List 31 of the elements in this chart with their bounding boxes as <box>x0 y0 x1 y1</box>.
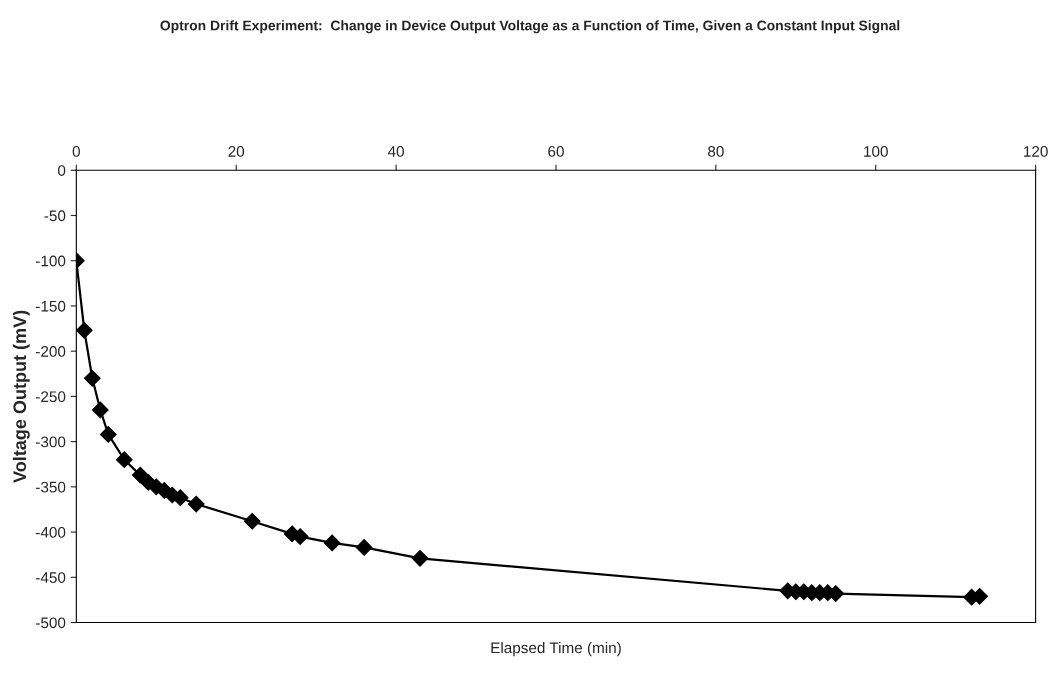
point <box>187 495 205 513</box>
chart-title: Optron Drift Experiment: Change in Device Output Voltage as a Function of Time, Given a Constant Input Signal <box>160 20 900 34</box>
y-tick-label: -200 <box>36 346 66 357</box>
y-tick-label: -400 <box>36 526 66 538</box>
point <box>99 426 117 443</box>
point <box>243 512 261 530</box>
point <box>355 539 373 556</box>
point <box>115 451 133 469</box>
point <box>83 369 101 387</box>
x-tick-label: 20 <box>228 146 245 157</box>
point <box>411 549 429 567</box>
x-tick-label: 120 <box>1024 146 1048 157</box>
y-tick-label: -50 <box>44 210 66 222</box>
y-axis-title: Voltage Output (mV) <box>12 310 30 483</box>
y-tick-label: 0 <box>58 165 66 176</box>
x-tick-label: 100 <box>864 146 888 157</box>
y-tick-label: -250 <box>36 391 66 403</box>
y-tick-label: -350 <box>36 481 66 493</box>
x-tick-label: 60 <box>548 146 564 157</box>
y-tick-label: -450 <box>36 572 66 583</box>
x-axis-title: Elapsed Time (min) <box>491 641 621 657</box>
y-tick-label: -500 <box>36 617 66 629</box>
y-tick-label: -150 <box>36 300 66 312</box>
x-tick-label: 0 <box>72 146 80 157</box>
y-tick-label: -100 <box>36 255 66 267</box>
point <box>76 321 93 339</box>
x-tick-label: 40 <box>387 146 404 157</box>
y-tick-label: -300 <box>36 436 66 448</box>
point <box>91 401 109 419</box>
point <box>323 534 341 552</box>
x-tick-label: 80 <box>708 146 724 157</box>
